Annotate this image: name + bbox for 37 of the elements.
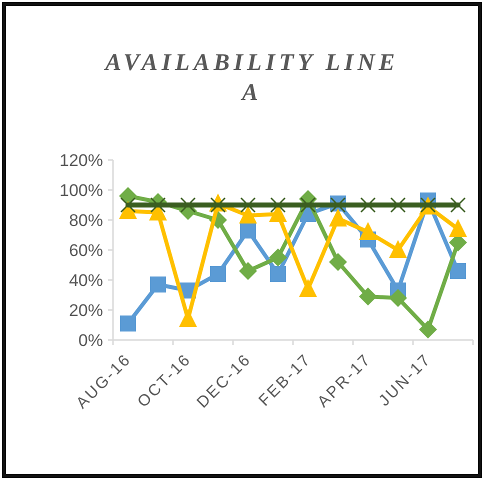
y-tick-label: 20% (68, 300, 103, 320)
point (450, 197, 466, 213)
point (150, 197, 166, 213)
point (389, 240, 407, 258)
point (210, 266, 226, 282)
point (329, 208, 347, 226)
y-tick-label: 40% (68, 270, 103, 290)
point (299, 279, 317, 297)
y-tick-label: 80% (68, 210, 103, 230)
point (179, 309, 197, 327)
point (270, 266, 286, 282)
point (449, 219, 467, 237)
point (239, 262, 257, 280)
point (329, 253, 347, 271)
chart-title: AVAILABILITY LINE A (103, 50, 399, 106)
y-tick-label: 100% (60, 180, 103, 200)
point (150, 276, 166, 292)
y-tick-label: 120% (60, 150, 103, 170)
point (240, 222, 256, 238)
point (389, 289, 407, 307)
y-tick-label: 60% (68, 240, 103, 260)
point (359, 288, 377, 306)
point (270, 197, 286, 213)
point (240, 197, 256, 213)
point (359, 222, 377, 240)
point (450, 263, 466, 279)
point (390, 197, 406, 213)
point (269, 248, 287, 266)
point (180, 197, 196, 213)
point (239, 206, 257, 224)
point (419, 320, 437, 338)
y-tick-label: 0% (78, 330, 103, 350)
point (210, 197, 226, 213)
point (360, 197, 376, 213)
point (120, 197, 136, 213)
point (120, 316, 136, 332)
point (300, 197, 316, 213)
